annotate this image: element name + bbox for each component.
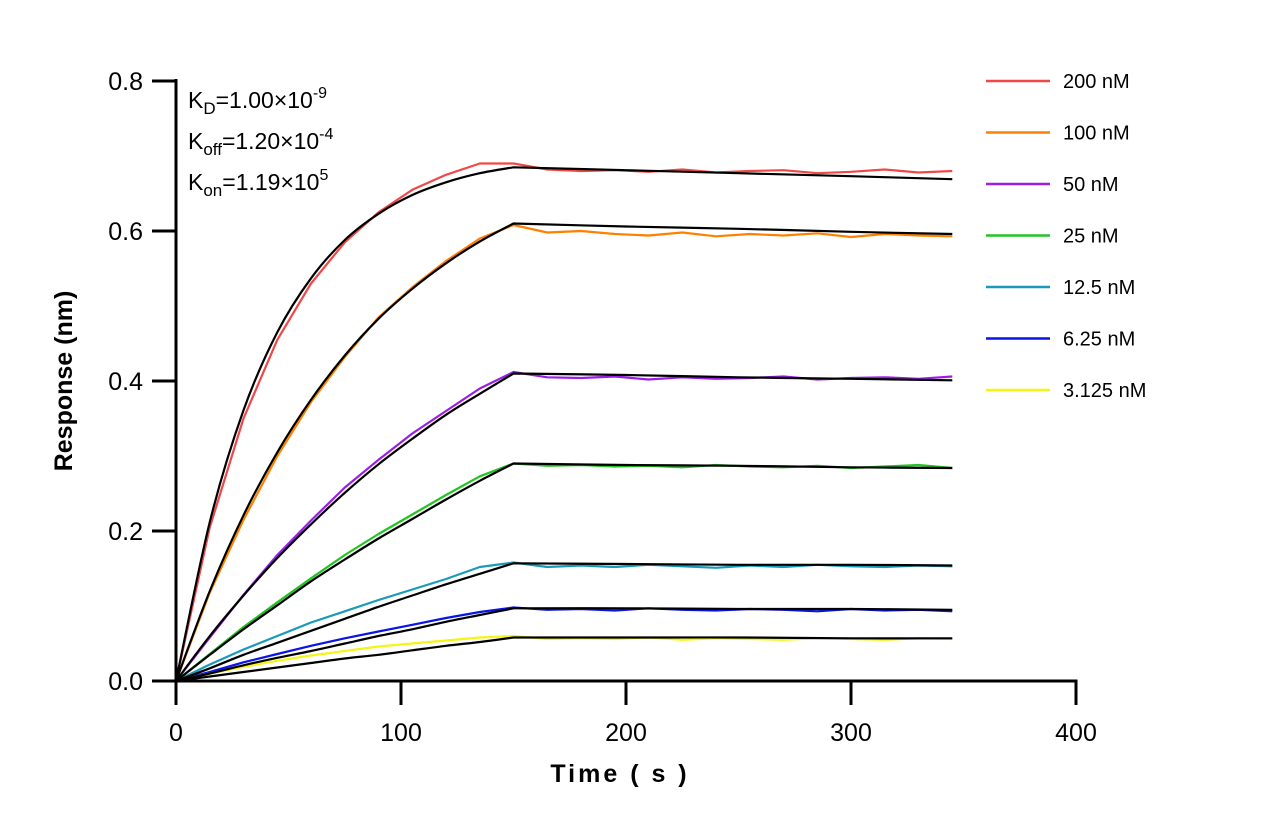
legend: 200 nM 100 nM 50 nM 25 nM 12.5 nM 6.25 nM 3.12…	[986, 71, 1146, 402]
legend-item-100-nM: 100 nM	[986, 123, 1130, 145]
fit-line-25-nM	[175, 462, 953, 682]
x-tick-label: 0	[169, 719, 183, 747]
legend-item-6_25-nM: 6.25 nM	[986, 329, 1135, 351]
legend-label: 25 nM	[1063, 226, 1119, 248]
fit-line-12_5-nM	[175, 562, 953, 683]
series-layer	[174, 162, 953, 683]
y-tick-label: 0.8	[108, 68, 143, 96]
legend-item-3_125-nM: 3.125 nM	[986, 380, 1146, 402]
fit-line-3_125-nM	[175, 636, 953, 683]
measured-line-3_125-nM	[175, 634, 953, 683]
measured-line-50-nM	[175, 370, 953, 682]
fit-layer	[174, 166, 953, 683]
y-axis-label: Response (nm)	[50, 291, 78, 472]
legend-label: 100 nM	[1063, 123, 1130, 145]
y-tick-label: 0.2	[108, 518, 143, 546]
x-tick-label: 100	[380, 719, 422, 747]
koff-annotation: Koff=1.20×10-4	[188, 126, 333, 159]
x-tick-label: 400	[1055, 719, 1097, 747]
y-tick-label: 0.4	[108, 368, 143, 396]
y-tick-label: 0.0	[108, 668, 143, 696]
fit-line-200-nM	[174, 166, 953, 682]
legend-label: 3.125 nM	[1063, 380, 1146, 402]
legend-item-50-nM: 50 nM	[986, 174, 1119, 196]
measured-line-12_5-nM	[175, 561, 953, 682]
legend-item-200-nM: 200 nM	[986, 71, 1130, 93]
legend-label: 200 nM	[1063, 71, 1130, 93]
measured-line-200-nM	[174, 162, 953, 682]
measured-line-6_25-nM	[175, 606, 953, 683]
legend-item-25-nM: 25 nM	[986, 226, 1119, 248]
x-tick-label: 300	[830, 719, 872, 747]
kd-annotation: KD=1.00×10-9	[188, 85, 327, 118]
measured-line-100-nM	[174, 223, 953, 682]
fit-line-50-nM	[175, 372, 953, 682]
fit-line-100-nM	[174, 222, 953, 682]
measured-line-25-nM	[175, 462, 953, 682]
kon-annotation: Kon=1.19×105	[188, 167, 328, 200]
x-axis-label: Time ( s )	[550, 760, 689, 788]
legend-label: 12.5 nM	[1063, 277, 1135, 299]
kinetics-annotation: KD=1.00×10-9 Koff=1.20×10-4 Kon=1.19×105	[188, 85, 333, 200]
x-tick-label: 200	[605, 719, 647, 747]
ticks: 0 100 200 300 400 0.0 0.2 0.4 0.6 0.8	[108, 68, 1097, 747]
legend-label: 6.25 nM	[1063, 329, 1135, 351]
y-tick-label: 0.6	[108, 218, 143, 246]
fit-line-6_25-nM	[175, 607, 953, 683]
legend-label: 50 nM	[1063, 174, 1119, 196]
legend-item-12_5-nM: 12.5 nM	[986, 277, 1135, 299]
